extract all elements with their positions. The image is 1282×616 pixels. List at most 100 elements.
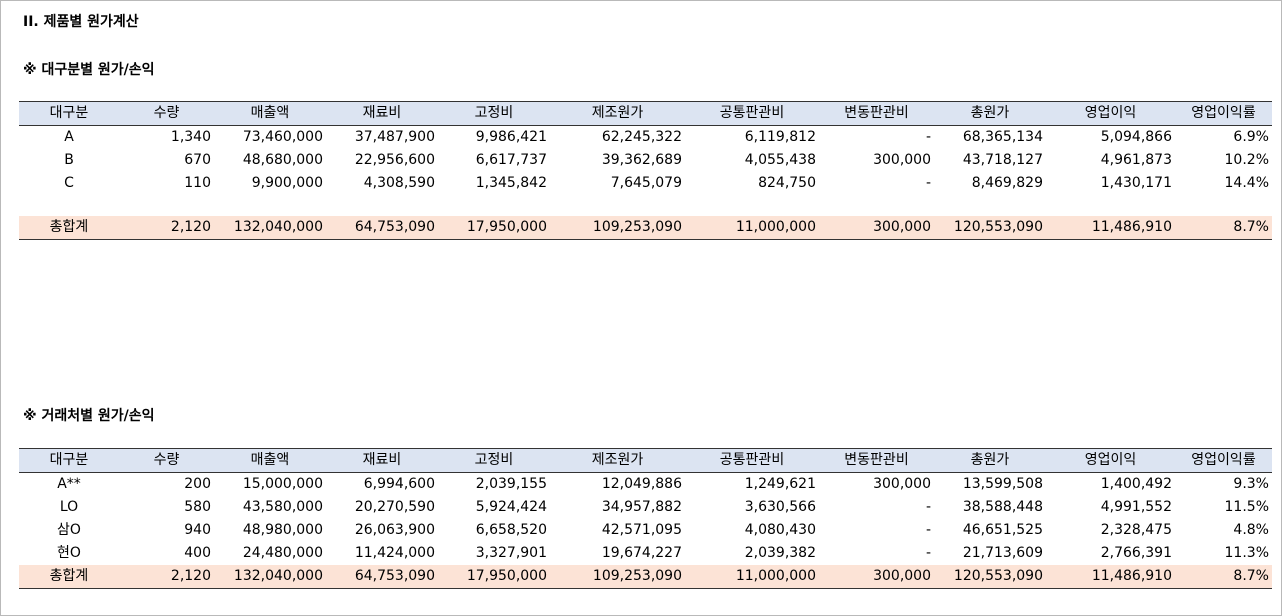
table-row: A** 200 15,000,000 6,994,600 2,039,155 1… [19,473,1272,497]
quantity-cell: 110 [184,175,211,191]
manufacturing-cost-cell: 42,571,095 [601,522,682,538]
common-sga-cell: 11,000,000 [685,216,819,240]
manufacturing-cost-cell: 62,245,322 [601,129,682,145]
sales-cell: 132,040,000 [214,565,326,589]
client-cell: 삼O [57,522,81,538]
section-heading-category: ※ 대구분별 원가/손익 [23,62,155,78]
material-cost-cell: 37,487,900 [354,129,435,145]
total-cost-cell: 13,599,508 [962,476,1043,492]
fixed-cost-cell: 9,986,421 [475,129,547,145]
header-cell: 영업이익 [1046,101,1175,126]
common-sga-cell: 4,080,430 [744,522,816,538]
variable-sga-cell: 300,000 [819,565,934,589]
client-cost-table: 대구분 수량 매출액 재료비 고정비 제조원가 공통판관비 변동판관비 총원가 … [19,448,1272,589]
manufacturing-cost-cell: 19,674,227 [601,545,682,561]
fixed-cost-cell: 17,950,000 [438,565,550,589]
table-header-row: 대구분 수량 매출액 재료비 고정비 제조원가 공통판관비 변동판관비 총원가 … [19,101,1272,126]
empty-cell [685,195,819,216]
manufacturing-cost-cell: 12,049,886 [601,476,682,492]
header-cell: 고정비 [438,101,550,126]
category-cell: C [64,175,74,191]
operating-margin-cell: 10.2% [1224,152,1269,168]
header-cell: 변동판관비 [819,101,934,126]
total-cost-cell: 120,553,090 [934,216,1046,240]
header-cell: 총원가 [934,448,1046,473]
material-cost-cell: 22,956,600 [354,152,435,168]
material-cost-cell: 64,753,090 [326,216,438,240]
header-cell: 변동판관비 [819,448,934,473]
operating-profit-cell: 11,486,910 [1046,216,1175,240]
table-row: A 1,340 73,460,000 37,487,900 9,986,421 … [19,126,1272,150]
sales-cell: 43,580,000 [242,499,323,515]
empty-cell [438,195,550,216]
common-sga-cell: 824,750 [758,175,816,191]
common-sga-cell: 2,039,382 [744,545,816,561]
sales-cell: 48,680,000 [242,152,323,168]
total-cost-cell: 38,588,448 [962,499,1043,515]
client-cell: A** [57,476,81,492]
material-cost-cell: 26,063,900 [354,522,435,538]
header-cell: 고정비 [438,448,550,473]
operating-profit-cell: 5,094,866 [1100,129,1172,145]
header-cell: 제조원가 [550,101,685,126]
operating-profit-cell: 1,400,492 [1100,476,1172,492]
variable-sga-cell: - [925,522,931,538]
material-cost-cell: 64,753,090 [326,565,438,589]
empty-cell [119,195,214,216]
table-row: 삼O 940 48,980,000 26,063,900 6,658,520 4… [19,519,1272,542]
table-row: B 670 48,680,000 22,956,600 6,617,737 39… [19,149,1272,172]
empty-cell [1046,195,1175,216]
common-sga-cell: 4,055,438 [744,152,816,168]
manufacturing-cost-cell: 109,253,090 [550,216,685,240]
empty-cell [550,195,685,216]
quantity-cell: 670 [184,152,211,168]
empty-cell [819,195,934,216]
variable-sga-cell: - [925,499,931,515]
sales-cell: 15,000,000 [242,476,323,492]
common-sga-cell: 6,119,812 [744,129,816,145]
total-cost-cell: 21,713,609 [962,545,1043,561]
operating-profit-cell: 2,766,391 [1100,545,1172,561]
fixed-cost-cell: 2,039,155 [475,476,547,492]
client-cell: LO [59,499,79,515]
variable-sga-cell: - [925,545,931,561]
operating-profit-cell: 1,430,171 [1100,175,1172,191]
header-cell: 매출액 [214,101,326,126]
sales-cell: 48,980,000 [242,522,323,538]
table-row: C 110 9,900,000 4,308,590 1,345,842 7,64… [19,172,1272,195]
manufacturing-cost-cell: 7,645,079 [610,175,682,191]
total-row: 총합계 2,120 132,040,000 64,753,090 17,950,… [19,565,1272,589]
total-cost-cell: 43,718,127 [962,152,1043,168]
empty-cell [19,195,119,216]
header-cell: 대구분 [19,448,119,473]
material-cost-cell: 4,308,590 [363,175,435,191]
operating-profit-cell: 2,328,475 [1100,522,1172,538]
section-heading-client: ※ 거래처별 원가/손익 [23,408,155,424]
total-cost-cell: 120,553,090 [934,565,1046,589]
material-cost-cell: 6,994,600 [363,476,435,492]
header-cell: 재료비 [326,101,438,126]
fixed-cost-cell: 5,924,424 [475,499,547,515]
fixed-cost-cell: 1,345,842 [475,175,547,191]
category-cell: A [64,129,74,145]
operating-profit-cell: 4,961,873 [1100,152,1172,168]
operating-profit-cell: 11,486,910 [1046,565,1175,589]
operating-margin-cell: 11.3% [1224,545,1269,561]
quantity-cell: 940 [184,522,211,538]
variable-sga-cell: 300,000 [819,216,934,240]
total-row: 총합계 2,120 132,040,000 64,753,090 17,950,… [19,216,1272,240]
table-header-row: 대구분 수량 매출액 재료비 고정비 제조원가 공통판관비 변동판관비 총원가 … [19,448,1272,473]
header-cell: 제조원가 [550,448,685,473]
fixed-cost-cell: 17,950,000 [438,216,550,240]
header-cell: 영업이익률 [1175,101,1272,126]
fixed-cost-cell: 6,658,520 [475,522,547,538]
header-cell: 매출액 [214,448,326,473]
header-cell: 영업이익률 [1175,448,1272,473]
manufacturing-cost-cell: 39,362,689 [601,152,682,168]
header-cell: 영업이익 [1046,448,1175,473]
quantity-cell: 200 [184,476,211,492]
header-cell: 공통판관비 [685,448,819,473]
operating-margin-cell: 8.7% [1175,216,1272,240]
total-cost-cell: 8,469,829 [971,175,1043,191]
empty-cell [1175,195,1272,216]
